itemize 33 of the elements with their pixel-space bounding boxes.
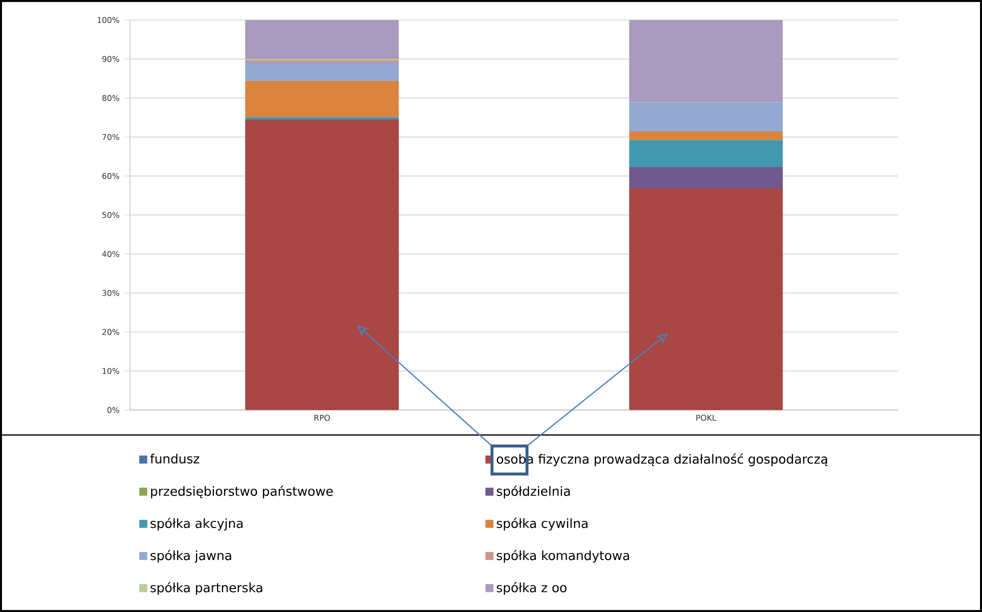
legend-label: spółka komandytowa bbox=[496, 550, 630, 563]
bar bbox=[245, 62, 399, 81]
legend-label: przedsiębiorstwo państwowe bbox=[151, 486, 333, 498]
y-tick-label: 10% bbox=[102, 368, 120, 374]
y-tick-label: 50% bbox=[102, 212, 120, 218]
y-tick-label: 90% bbox=[102, 56, 120, 62]
legend-label: spółka partnerska bbox=[150, 582, 262, 595]
legend-label: spółka z oo bbox=[496, 582, 566, 595]
y-tick-label: 0% bbox=[107, 406, 120, 414]
y-tick-label: 30% bbox=[102, 290, 120, 296]
legend-label: spółdzielnia bbox=[496, 486, 570, 498]
y-tick-label: 40% bbox=[102, 250, 120, 258]
y-tick-label: 100% bbox=[98, 16, 120, 24]
bar bbox=[245, 60, 399, 63]
bar bbox=[629, 140, 783, 168]
y-tick-label: 80% bbox=[102, 94, 120, 102]
legend-label: spółka akcyjna bbox=[150, 518, 243, 531]
x-tick-label: POKL bbox=[696, 414, 716, 421]
bar bbox=[629, 167, 783, 188]
bar bbox=[245, 20, 399, 59]
bar bbox=[245, 119, 399, 410]
bar bbox=[629, 188, 783, 410]
x-tick-label: RPO bbox=[314, 414, 330, 421]
bar bbox=[629, 102, 783, 132]
bar bbox=[245, 80, 399, 118]
bar bbox=[629, 132, 783, 140]
y-tick-label: 20% bbox=[102, 328, 120, 336]
legend-label: fundusz bbox=[150, 454, 200, 464]
bar bbox=[629, 20, 783, 102]
y-tick-label: 60% bbox=[102, 172, 120, 180]
legend-label: spółka jawna bbox=[150, 550, 232, 563]
y-tick-label: 70% bbox=[102, 134, 120, 140]
legend-label: spółka cywilna bbox=[496, 518, 588, 531]
